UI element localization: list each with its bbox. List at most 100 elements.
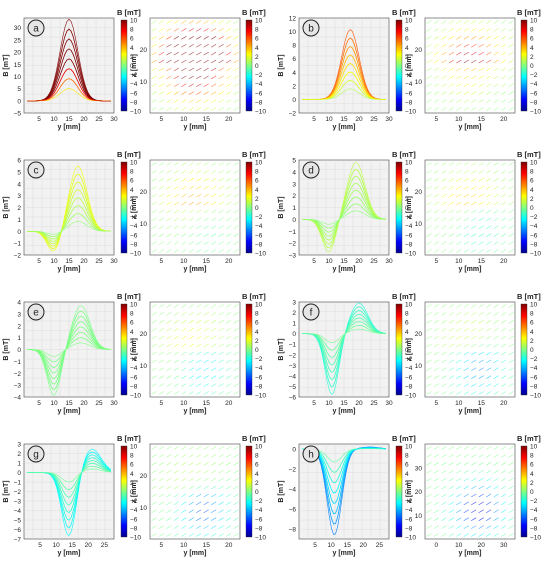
field-arrow (166, 225, 172, 230)
field-arrow (448, 312, 455, 316)
field-arrow (478, 51, 484, 56)
field-arrow (485, 107, 492, 111)
x-tick-label: 10 (50, 116, 58, 123)
field-arrow (485, 36, 492, 40)
field-arrow (433, 225, 440, 230)
field-arrow (158, 43, 165, 48)
x-tick-label: 25 (376, 542, 384, 549)
field-arrow (426, 233, 432, 237)
field-arrow (493, 525, 499, 529)
field-arrow (448, 91, 455, 95)
y-axis-label: B [mT] (278, 338, 285, 360)
colorbar-tick: −4 (530, 81, 538, 88)
colorbar-tick: 0 (255, 489, 259, 496)
field-arrow (203, 36, 209, 40)
y-axis-label: B [mT] (278, 480, 285, 502)
field-arrow (188, 533, 194, 537)
x-tick-label: 5 (38, 542, 42, 549)
colorbar (120, 19, 128, 112)
field-arrow (508, 367, 514, 372)
field-arrow (441, 462, 447, 466)
field-arrow (426, 99, 432, 103)
field-arrow (173, 107, 180, 111)
field-arrow (188, 509, 194, 514)
field-arrow (225, 312, 232, 316)
field-arrow (508, 209, 514, 214)
field-arrow (485, 517, 492, 521)
field-arrow (471, 493, 477, 498)
field-arrow (218, 217, 224, 222)
field-arrow (181, 217, 187, 222)
field-arrow (210, 335, 217, 340)
field-arrow (210, 43, 217, 48)
field-arrow (493, 67, 499, 72)
field-arrow (441, 225, 447, 230)
field-arrow (485, 249, 492, 253)
field-arrow (448, 485, 455, 490)
field-arrow (508, 51, 514, 56)
field-arrow (218, 83, 224, 88)
field-arrow (441, 312, 447, 316)
field-arrow (188, 320, 194, 324)
field-arrow (463, 351, 469, 356)
field-arrow (210, 233, 217, 237)
field-arrow (203, 178, 209, 182)
panel-label: a (33, 24, 39, 35)
profile-curve (302, 321, 387, 358)
colorbar-tick: 6 (530, 462, 534, 469)
field-arrow (181, 343, 187, 348)
y-tick-label: 20 (140, 189, 148, 196)
field-arrow (456, 178, 462, 182)
x-tick-label: 5 (37, 116, 41, 123)
field-arrow (188, 170, 194, 174)
colorbar-label: B [mT] (242, 292, 266, 301)
y-tick-label: −5 (289, 384, 297, 391)
field-arrow (448, 241, 455, 245)
colorbar-tick: 10 (255, 444, 263, 451)
field-arrow (493, 43, 499, 48)
field-arrow (218, 304, 224, 308)
field-arrow (196, 201, 202, 206)
field-arrow (500, 335, 507, 340)
field-arrow (426, 493, 432, 498)
field-arrow (463, 75, 469, 80)
field-arrow (478, 170, 484, 174)
colorbar (120, 161, 128, 254)
field-arrow (441, 59, 447, 64)
y-tick-label: 0 (17, 347, 21, 354)
colorbar-tick: −2 (405, 498, 413, 505)
field-arrow (233, 446, 239, 450)
field-arrow (478, 351, 484, 356)
field-arrow (426, 327, 432, 332)
y-tick-label: 5 (17, 169, 21, 176)
field-arrow (151, 217, 157, 222)
profile-curve (302, 196, 387, 233)
field-arrow (485, 99, 492, 103)
field-arrow (471, 67, 477, 72)
field-arrow (233, 351, 239, 356)
field-arrow (218, 59, 224, 64)
field-arrow (196, 162, 202, 166)
field-arrow (471, 343, 477, 348)
field-arrow (233, 75, 239, 80)
field-arrow (188, 517, 194, 521)
colorbar-tick: −10 (530, 393, 541, 400)
field-arrow (225, 462, 232, 466)
field-arrow (166, 193, 172, 198)
field-arrow (508, 193, 514, 198)
field-arrow (203, 67, 209, 72)
colorbar-tick: 10 (405, 302, 413, 309)
colorbar-tick: 2 (255, 480, 259, 487)
colorbar-tick: 0 (130, 347, 134, 354)
field-arrow (456, 462, 462, 466)
field-arrow (158, 391, 165, 395)
field-arrow (471, 185, 477, 190)
panel-label: h (308, 450, 314, 461)
field-arrow (151, 67, 157, 72)
field-arrow (166, 241, 172, 245)
y-tick-label: −1 (289, 342, 297, 349)
